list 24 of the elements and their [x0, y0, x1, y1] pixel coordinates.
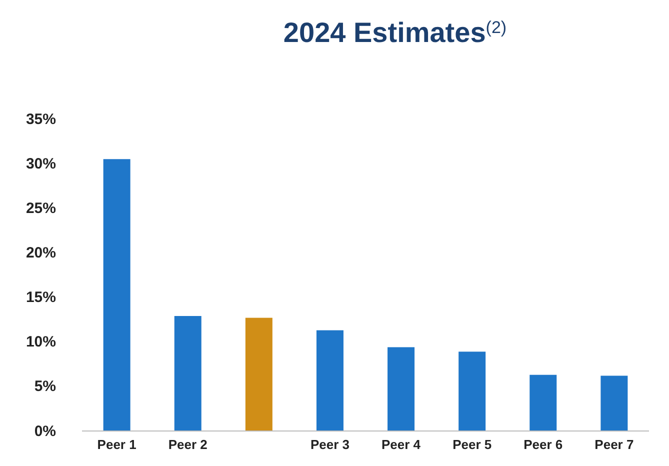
x-tick-label: Peer 6	[524, 437, 563, 452]
y-tick-label: 30%	[26, 155, 56, 172]
bar	[103, 159, 130, 431]
x-tick-label: Peer 5	[452, 437, 492, 452]
y-tick-label: 5%	[34, 378, 56, 396]
x-tick-label: Peer 7	[594, 437, 634, 452]
y-tick-label: 15%	[26, 289, 56, 306]
bar	[245, 318, 272, 431]
x-tick-label: Peer 3	[310, 437, 350, 452]
bar	[600, 376, 628, 431]
bar	[316, 330, 344, 431]
x-tick-label: Peer 4	[382, 437, 422, 452]
y-tick-label: 35%	[26, 110, 56, 128]
bar	[458, 352, 486, 431]
y-tick-label: 20%	[26, 244, 56, 262]
bar	[530, 374, 557, 431]
bar	[388, 347, 415, 431]
x-tick-label: Peer 2	[168, 437, 208, 452]
x-tick-label: Peer 1	[97, 437, 136, 452]
bar	[174, 316, 202, 431]
y-tick-label: 25%	[26, 200, 56, 217]
chart-title: 2024 Estimates$^{(2)}$	[283, 17, 507, 48]
y-tick-label: 10%	[26, 334, 56, 351]
y-tick-label: 0%	[34, 422, 56, 440]
